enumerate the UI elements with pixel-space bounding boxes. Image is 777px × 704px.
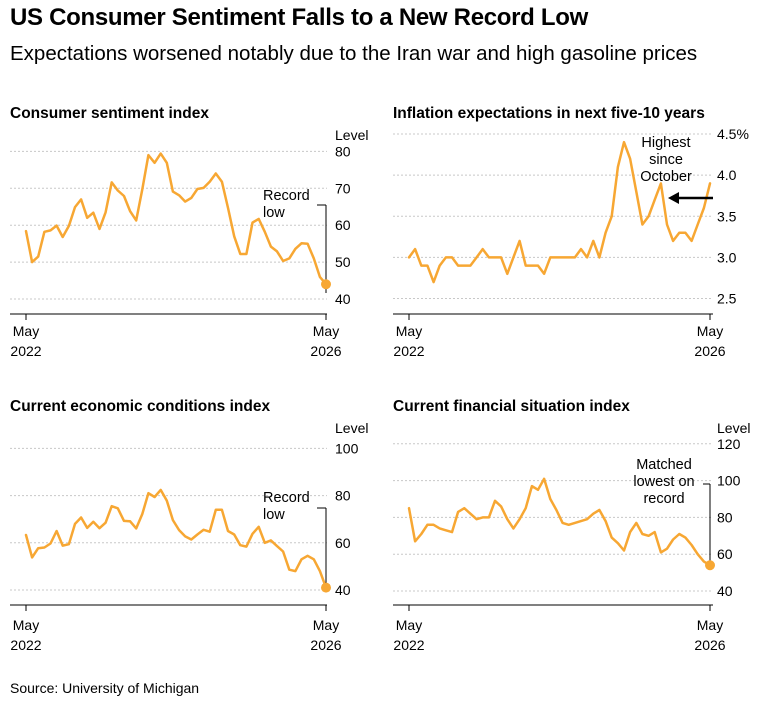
y-axis-label: Level	[335, 127, 368, 143]
x-tick-label: May	[313, 323, 339, 339]
y-tick-label: 4.0	[717, 167, 737, 183]
y-axis-label: Level	[717, 420, 750, 436]
y-tick-label: 2.5	[717, 291, 737, 307]
latest-point-marker	[321, 582, 331, 593]
x-tick-label: 2026	[310, 637, 341, 653]
annotation-text: Record	[263, 490, 310, 506]
chart-title: US Consumer Sentiment Falls to a New Rec…	[10, 4, 589, 31]
latest-point-marker	[321, 279, 331, 290]
panel-3: Current economic conditions index Level 40…	[10, 398, 368, 653]
annotation-arrowhead	[668, 192, 679, 204]
annotation-text: Highest	[641, 135, 690, 151]
x-tick-label: 2022	[10, 343, 41, 359]
panel-4: Current financial situation index Level 40…	[393, 398, 750, 653]
annotation-text: record	[643, 491, 684, 507]
series-line	[24, 488, 328, 589]
panel-title: Consumer sentiment index	[10, 105, 209, 122]
annotation-text: Matched	[636, 457, 692, 473]
x-tick-label: May	[13, 323, 39, 339]
annotation-text: since	[649, 152, 683, 168]
x-tick-label: 2026	[694, 343, 725, 359]
annotation-text: Record	[263, 188, 310, 204]
y-tick-label: 100	[335, 440, 359, 456]
source-note: Source: University of Michigan	[10, 680, 200, 696]
panel-2: Inflation expectations in next five-10 y…	[393, 105, 749, 359]
panel-title: Current financial situation index	[393, 398, 630, 415]
y-tick-label: 50	[335, 254, 351, 270]
y-tick-label: 80	[335, 143, 351, 159]
y-tick-label: 60	[335, 535, 351, 551]
y-tick-label: 60	[717, 546, 733, 562]
y-tick-label: 3.0	[717, 249, 737, 265]
panel-1: Consumer sentiment index Level 40 50 60 70 80 M…	[10, 105, 368, 359]
panel-title: Current economic conditions index	[10, 398, 270, 415]
x-tick-label: 2026	[694, 637, 725, 653]
x-tick-label: May	[313, 617, 339, 633]
y-tick-label: 40	[717, 583, 733, 599]
chart-subtitle: Expectations worsened notably due to the…	[10, 42, 698, 65]
x-tick-label: 2022	[10, 637, 41, 653]
x-tick-label: May	[13, 617, 39, 633]
x-tick-label: 2022	[393, 637, 424, 653]
x-tick-label: May	[697, 617, 723, 633]
latest-point-marker	[705, 560, 715, 571]
y-tick-label: 40	[335, 291, 351, 307]
y-tick-label: 40	[335, 582, 351, 598]
annotation-text: lowest on	[633, 474, 694, 490]
x-tick-label: May	[396, 617, 422, 633]
y-tick-label: 70	[335, 180, 351, 196]
x-tick-label: May	[396, 323, 422, 339]
series-line	[24, 152, 328, 286]
y-axis-label: Level	[335, 420, 368, 436]
x-tick-label: 2022	[393, 343, 424, 359]
annotation-text: low	[263, 507, 285, 523]
y-tick-label: 120	[717, 436, 741, 452]
annotation-text: low	[263, 205, 285, 221]
x-tick-label: 2026	[310, 343, 341, 359]
y-tick-label: 80	[717, 509, 733, 525]
y-tick-label: 4.5%	[717, 126, 749, 142]
annotation-text: October	[640, 169, 692, 185]
y-tick-label: 60	[335, 217, 351, 233]
y-tick-label: 100	[717, 473, 741, 489]
y-tick-label: 3.5	[717, 208, 737, 224]
series-line	[407, 477, 712, 567]
y-tick-label: 80	[335, 488, 351, 504]
panel-title: Inflation expectations in next five-10 y…	[393, 105, 705, 122]
series-line	[407, 140, 712, 284]
x-tick-label: May	[697, 323, 723, 339]
